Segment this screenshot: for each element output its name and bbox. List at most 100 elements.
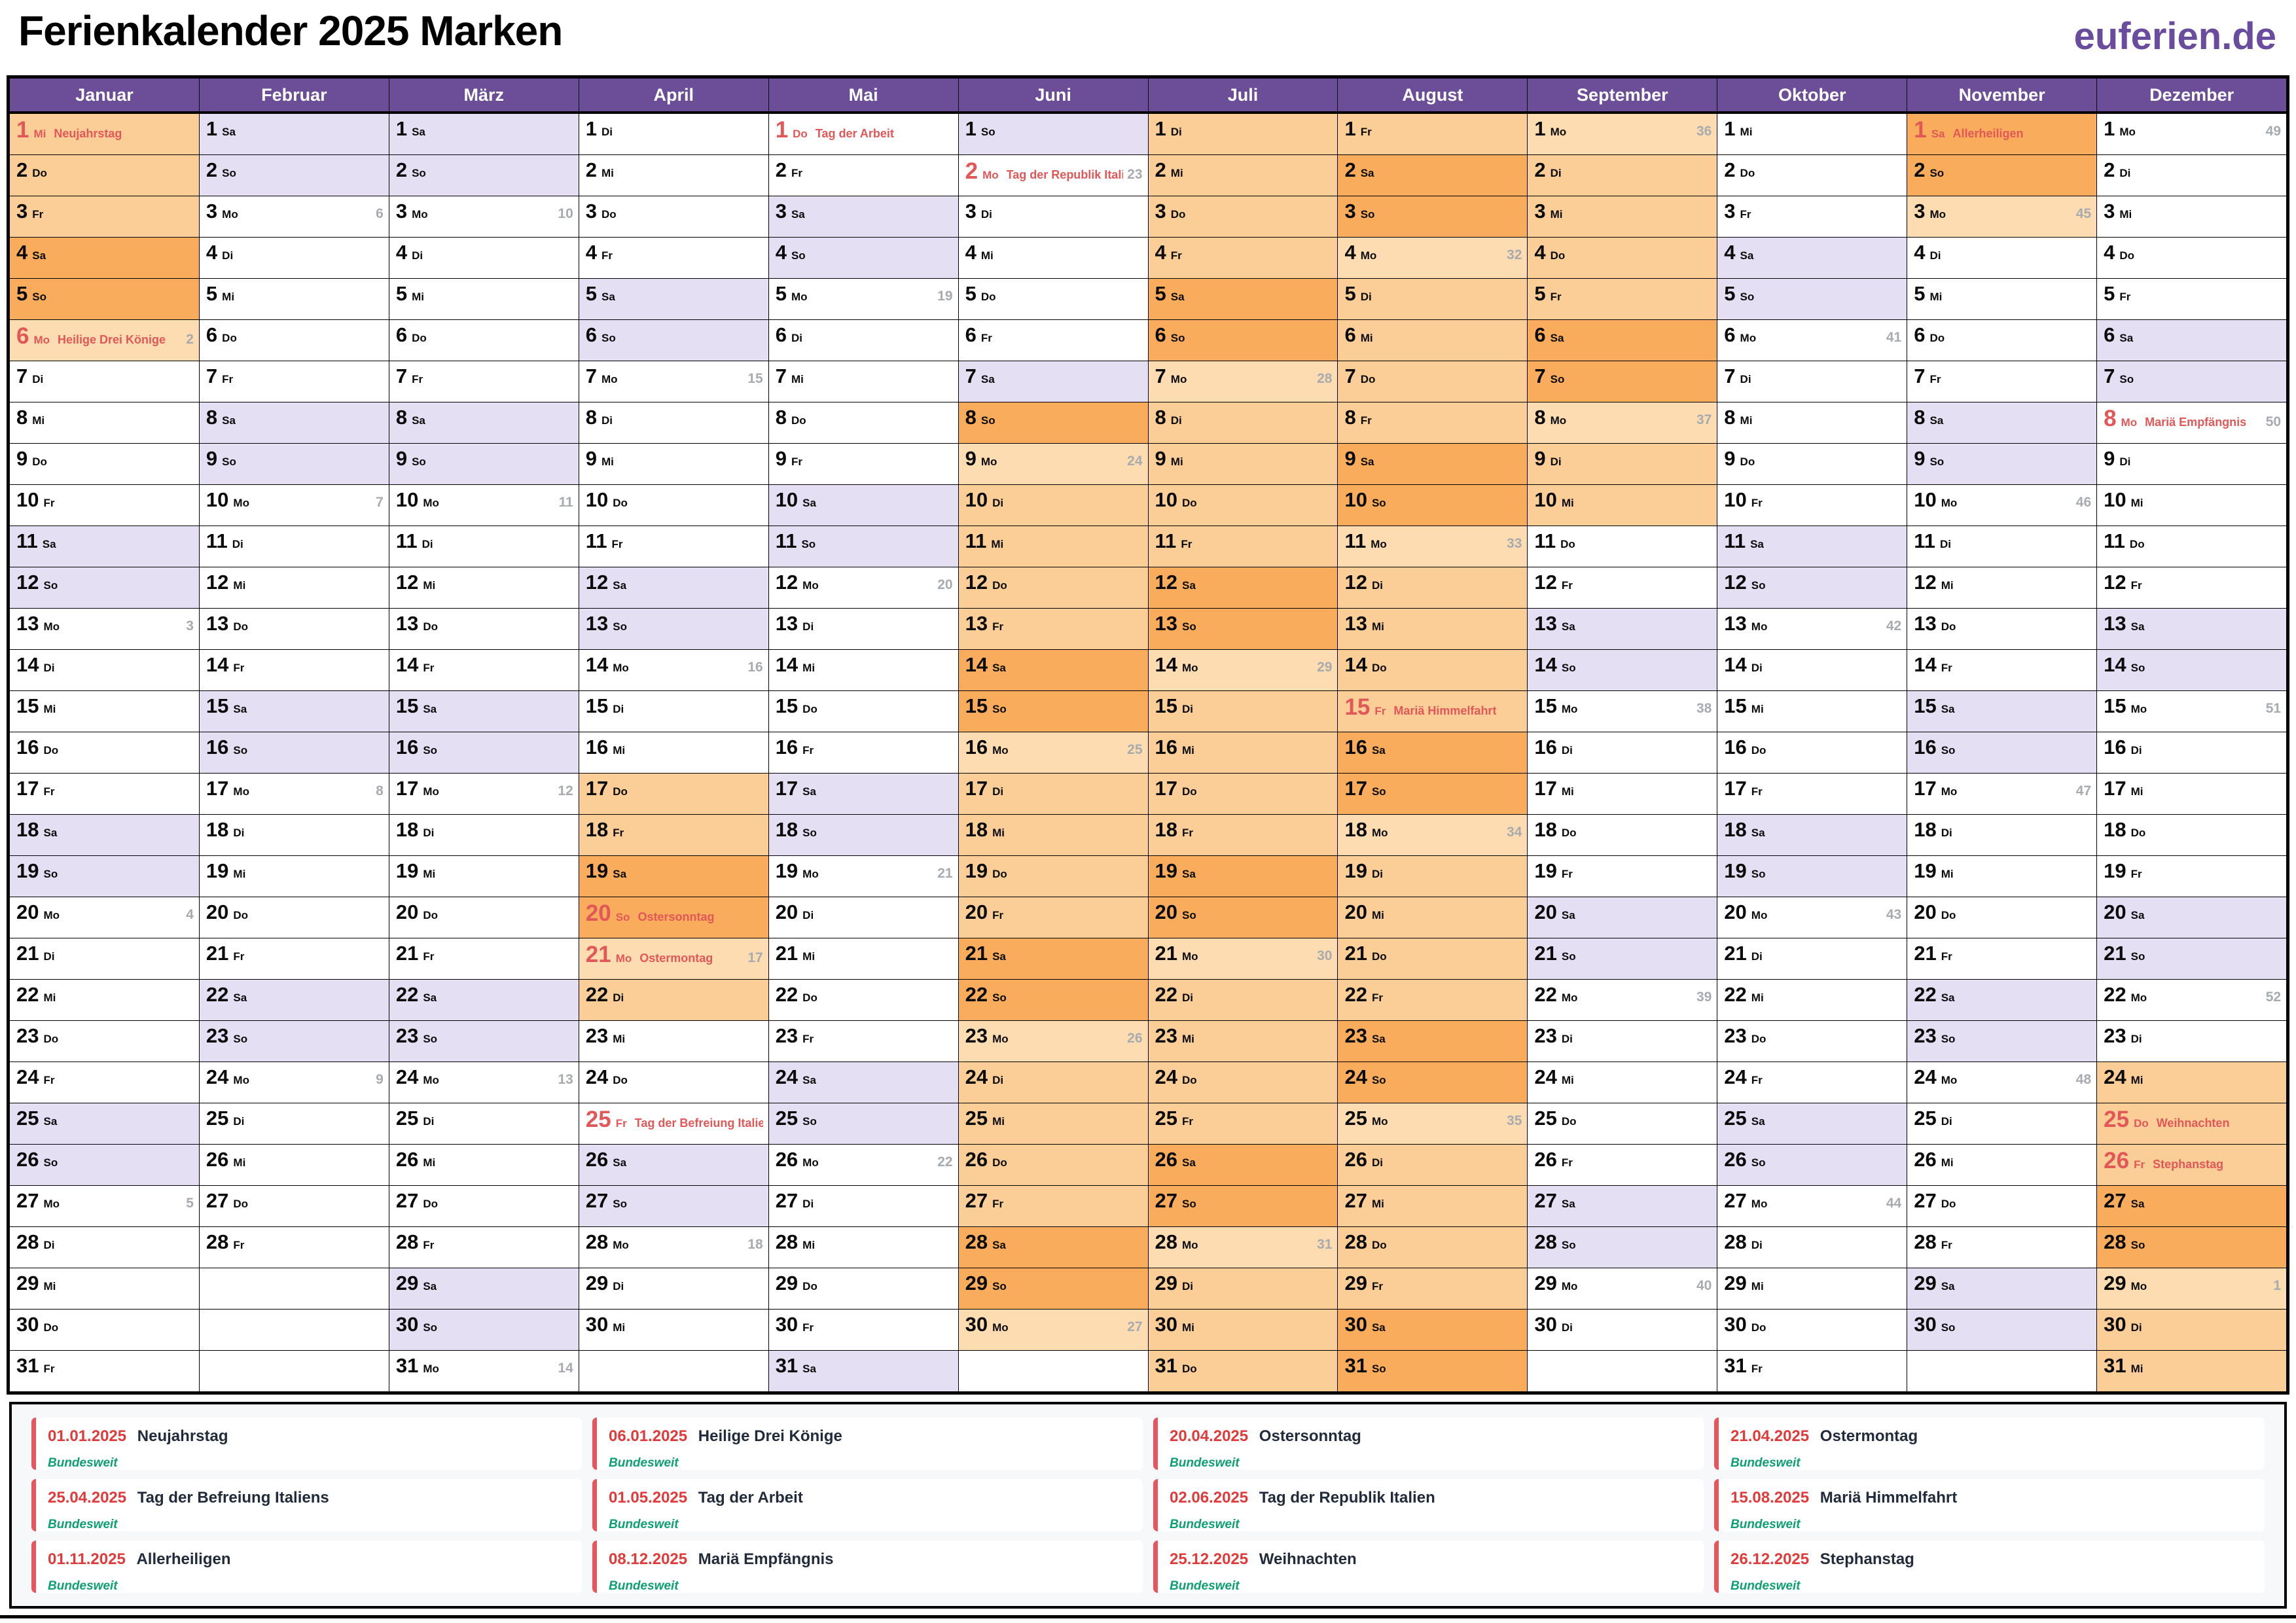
weekday-label: Mo <box>980 455 997 468</box>
weekday-label: Di <box>1751 662 1763 674</box>
weekday-label: Mi <box>802 1239 816 1251</box>
day-number: 15 <box>1724 694 1747 717</box>
day-cell: 1 Fr <box>1338 114 1528 155</box>
weekday-label: Mo <box>2119 126 2136 138</box>
day-cell: 14 Mo 29 <box>1148 650 1338 691</box>
day-number: 22 <box>1344 983 1367 1006</box>
weekday-label: Do <box>1941 909 1956 921</box>
weekday-label: Mi <box>791 373 804 385</box>
weekday-label: Mi <box>1371 909 1384 921</box>
day-cell: 25 Mo 35 <box>1338 1103 1528 1145</box>
day-cell: 26 Di <box>1338 1145 1528 1186</box>
day-cell: 10 Mo 7 <box>199 485 389 526</box>
day-cell: 25 Sa <box>1717 1103 1907 1145</box>
day-number: 5 <box>206 282 218 305</box>
weekday-label: Mo <box>2130 703 2147 715</box>
weekday-label: Di <box>2130 1033 2142 1045</box>
weekday-label: So <box>980 126 996 138</box>
weekday-label: Di <box>412 249 423 262</box>
weekday-label: So <box>613 1198 627 1210</box>
day-cell: 12 Mi <box>1907 567 2097 609</box>
week-number: 47 <box>2075 783 2092 798</box>
day-cell: 1 Mo 49 <box>2097 114 2287 155</box>
day-number: 22 <box>1155 983 1178 1006</box>
euferien-logo[interactable]: euferien.de <box>2073 15 2276 58</box>
day-number: 19 <box>395 859 419 882</box>
week-number: 32 <box>1507 247 1522 262</box>
day-number: 24 <box>16 1065 39 1088</box>
day-number: 6 <box>1724 323 1736 346</box>
weekday-label: Sa <box>1931 128 1945 140</box>
weekday-label: Mo <box>233 497 249 509</box>
day-cell: 11 Sa <box>10 526 199 567</box>
day-number: 15 <box>1534 694 1557 717</box>
day-number: 21 <box>775 942 798 965</box>
day-cell: 18 Fr <box>579 815 768 856</box>
weekday-label: Fr <box>233 1239 245 1251</box>
day-cell: 2 Mo Tag der Republik Italien 23 <box>958 155 1148 196</box>
day-number: 22 <box>395 983 419 1006</box>
weekday-label: Fr <box>615 1117 627 1130</box>
day-number: 8 <box>965 406 977 429</box>
day-cell: 9 Do <box>10 444 199 485</box>
weekday-label: Mi <box>1941 868 1954 880</box>
day-cell: 10 Do <box>1148 485 1338 526</box>
day-number: 14 <box>775 653 798 676</box>
day-number: 2 <box>775 158 787 181</box>
day-cell: 6 Fr <box>958 320 1148 361</box>
weekday-label: Fr <box>802 1321 814 1334</box>
day-cell: 9 Di <box>1528 444 1717 485</box>
weekday-label: Sa <box>1182 579 1196 592</box>
week-number: 27 <box>1127 1319 1143 1334</box>
day-cell: 10 Do <box>579 485 768 526</box>
weekday-label: Mo <box>2130 1280 2147 1293</box>
weekday-label: Do <box>222 332 237 344</box>
day-number: 10 <box>585 488 609 511</box>
day-cell: 16 Mi <box>579 732 768 774</box>
week-number: 46 <box>2075 495 2092 510</box>
day-number: 28 <box>965 1230 988 1253</box>
day-cell: 14 Mo 16 <box>579 650 768 691</box>
day-number: 16 <box>585 736 609 758</box>
weekday-label: Di <box>43 950 55 963</box>
weekday-label: Sa <box>222 414 236 427</box>
day-number: 9 <box>965 447 977 470</box>
day-number: 9 <box>16 447 28 470</box>
week-number: 31 <box>1317 1237 1333 1252</box>
day-cell: 19 Sa <box>1148 856 1338 897</box>
week-number: 30 <box>1317 948 1333 963</box>
day-cell: 2 So <box>1907 155 2097 196</box>
weekday-label: Sa <box>992 1239 1006 1251</box>
weekday-label: Fr <box>802 744 814 757</box>
day-cell: 30 Mo 27 <box>958 1310 1148 1351</box>
weekday-label: Mo <box>1550 414 1567 427</box>
day-number: 24 <box>206 1065 229 1088</box>
weekday-label: Mo <box>615 952 632 965</box>
day-cell: 3 Mo 45 <box>1907 196 2097 238</box>
weekday-label: So <box>992 1280 1007 1293</box>
weekday-label: So <box>1561 1239 1576 1251</box>
day-cell: 10 Fr <box>10 485 199 526</box>
day-number: 23 <box>1155 1024 1178 1047</box>
legend-card-neujahrstag: 01.01.2025 Neujahrstag Bundesweit <box>31 1418 582 1470</box>
day-cell: 5 So <box>1717 279 1907 320</box>
day-cell: 28 Mo 31 <box>1148 1227 1338 1268</box>
weekday-label: Fr <box>791 167 802 179</box>
day-number: 3 <box>16 200 28 223</box>
legend-holiday-name: Heilige Drei Könige <box>698 1427 842 1445</box>
week-number: 18 <box>747 1237 763 1252</box>
day-cell: 25 Di <box>389 1103 579 1145</box>
day-number: 14 <box>16 653 39 676</box>
day-cell: 4 Fr <box>579 238 768 279</box>
day-number: 12 <box>775 571 798 594</box>
day-number: 18 <box>1914 818 1937 841</box>
weekday-label: Mi <box>1360 332 1373 344</box>
weekday-label: Sa <box>1182 868 1196 880</box>
day-number: 30 <box>1534 1313 1557 1336</box>
weekday-label: Mo <box>802 579 819 592</box>
day-number: 3 <box>1534 200 1546 223</box>
day-number: 4 <box>1534 241 1546 264</box>
day-number: 10 <box>1344 488 1367 511</box>
day-cell: 2 Di <box>1528 155 1717 196</box>
month-header-label: Januar <box>10 79 199 114</box>
